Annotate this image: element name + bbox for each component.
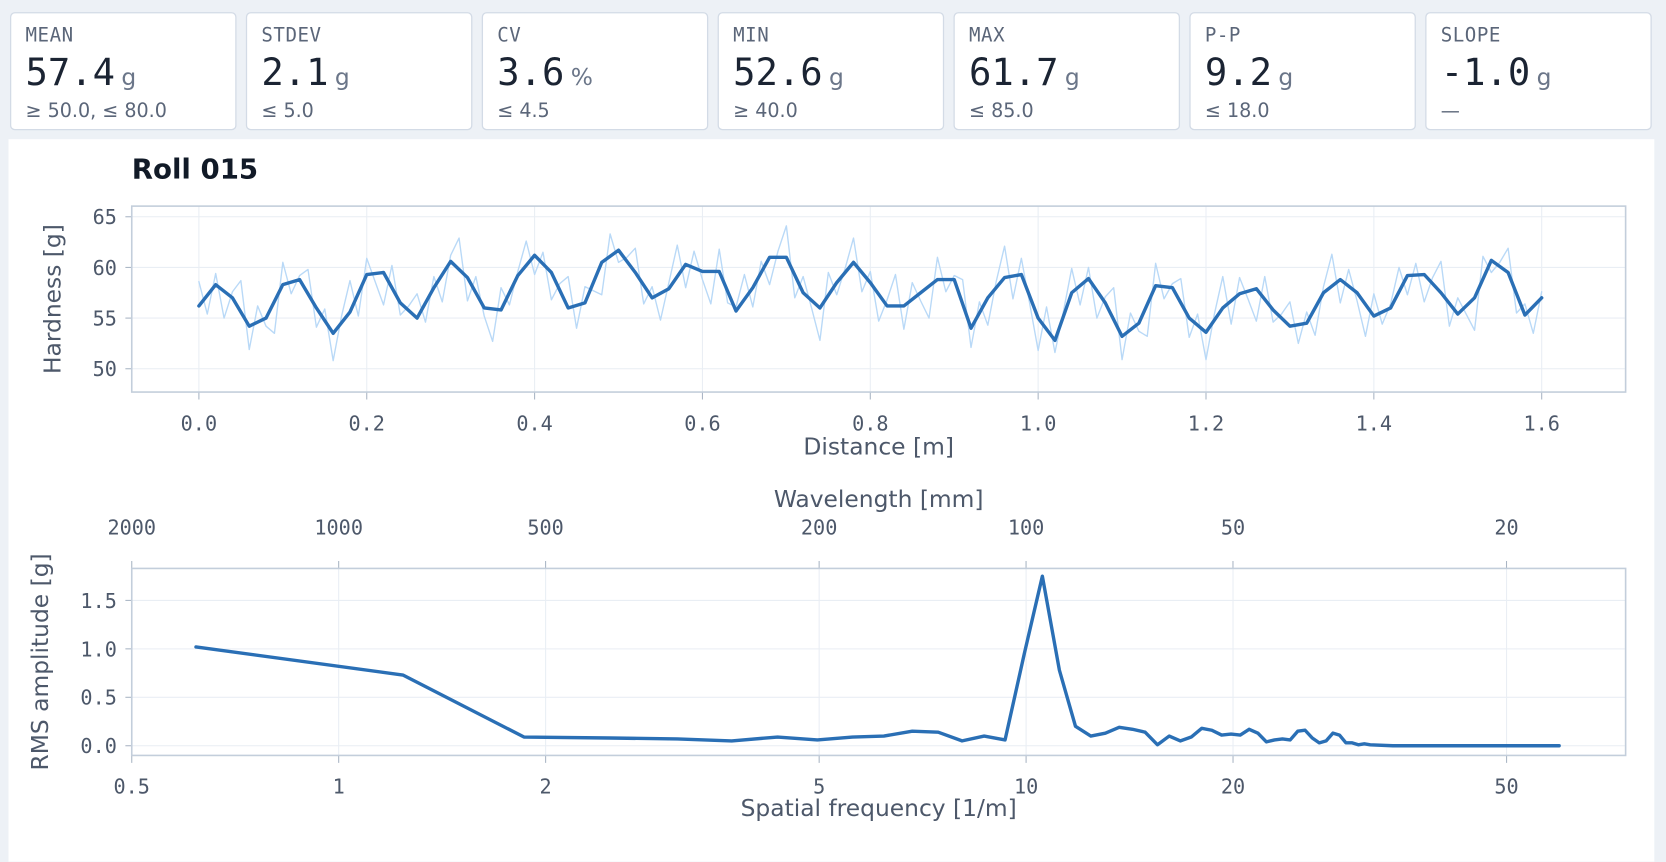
x-axis-label: Spatial frequency [1/m]: [741, 794, 1017, 822]
stat-card: [953, 12, 1181, 131]
y-tick-label: 0.0: [80, 734, 116, 758]
y-tick-label: 0.5: [80, 686, 116, 710]
stat-card: [245, 12, 473, 131]
y-tick-label: 50: [93, 357, 117, 381]
x-tick-label: 1.2: [1188, 411, 1224, 435]
stat-value-text: 2.1 g: [261, 50, 349, 94]
stat-unit: %: [571, 63, 593, 91]
stat-value-text: 61.7 g: [969, 50, 1080, 94]
stat-limit: —: [1441, 99, 1460, 122]
stat-unit: g: [1537, 63, 1552, 91]
stat-limit: ≥ 40.0: [733, 99, 798, 122]
x-tick-label: 1.0: [1020, 411, 1056, 435]
stat-value-text: 9.2 g: [1205, 50, 1293, 94]
stat-limit: ≤ 4.5: [497, 99, 549, 122]
y-tick-label: 55: [93, 307, 117, 331]
y-tick-label: 60: [93, 256, 117, 280]
x2-tick-label: 100: [1008, 515, 1044, 539]
x2-tick-label: 2000: [107, 515, 156, 539]
stat-value: 3.6: [497, 50, 564, 94]
x-tick-label: 0.2: [349, 411, 385, 435]
stat-limit: ≤ 5.0: [261, 99, 313, 122]
x-tick-label: 10: [1014, 775, 1038, 799]
stat-label: P-P: [1205, 23, 1241, 46]
plot-frame: [130, 567, 1627, 757]
series-line: [194, 574, 1561, 748]
stat-limit: ≤ 85.0: [969, 99, 1034, 122]
stat-unit: g: [1065, 63, 1080, 91]
stat-limit: ≥ 50.0, ≤ 80.0: [26, 99, 167, 122]
chart-panel: [8, 139, 1655, 862]
stat-value: 61.7: [969, 50, 1059, 94]
x-tick-label: 1.6: [1523, 411, 1559, 435]
x-tick-label: 1.4: [1356, 411, 1392, 435]
x-tick-label: 50: [1494, 775, 1518, 799]
stat-unit: g: [335, 63, 350, 91]
chart-title: Roll 015: [132, 152, 258, 185]
stat-value-text: -1.0 g: [1441, 50, 1552, 94]
x-tick-label: 20: [1221, 775, 1245, 799]
x-tick-label: 5: [813, 775, 825, 799]
x-tick-label: 0.6: [684, 411, 720, 435]
stat-value: 52.6: [733, 50, 823, 94]
stat-label: MAX: [969, 23, 1005, 46]
x-axis-label: Distance [m]: [803, 433, 954, 461]
stat-card: [481, 12, 709, 131]
x2-tick-label: 500: [527, 515, 563, 539]
stat-card: [1189, 12, 1416, 131]
stat-label: MEAN: [26, 23, 74, 46]
stat-value: 9.2: [1205, 50, 1272, 94]
y-tick-label: 1.5: [80, 589, 116, 613]
x-tick-label: 1: [333, 775, 345, 799]
stat-unit: g: [121, 63, 136, 91]
series-line: [197, 248, 1544, 343]
stat-label: MIN: [733, 23, 769, 46]
y-axis-label: RMS amplitude [g]: [26, 553, 54, 770]
y-tick-label: 65: [93, 205, 117, 229]
series-line: [198, 225, 1543, 362]
x-tick-label: 0.4: [516, 411, 552, 435]
stat-unit: g: [829, 63, 844, 91]
x-tick-label: 2: [540, 775, 552, 799]
stat-unit: g: [1278, 63, 1293, 91]
x2-axis-label: Wavelength [mm]: [774, 485, 984, 513]
x2-tick-label: 1000: [314, 515, 363, 539]
stat-limit: ≤ 18.0: [1205, 99, 1270, 122]
stat-value: 2.1: [261, 50, 328, 94]
stat-value-text: 3.6%: [497, 50, 593, 94]
stat-card: [9, 12, 237, 131]
stat-label: STDEV: [261, 23, 321, 46]
x-tick-label: 0.8: [852, 411, 888, 435]
x2-tick-label: 200: [801, 515, 837, 539]
stat-label: CV: [497, 23, 521, 46]
stat-value: -1.0: [1441, 50, 1531, 94]
stat-value: 57.4: [26, 50, 116, 94]
x2-tick-label: 50: [1221, 515, 1245, 539]
plot-frame: [130, 205, 1627, 393]
y-tick-label: 1.0: [80, 637, 116, 661]
stat-value-text: 52.6 g: [733, 50, 844, 94]
x-tick-label: 0.0: [181, 411, 217, 435]
y-axis-label: Hardness [g]: [39, 224, 67, 374]
stat-value-text: 57.4 g: [26, 50, 137, 94]
x-tick-label: 0.5: [114, 775, 150, 799]
x2-tick-label: 20: [1494, 515, 1518, 539]
stat-card: [1425, 12, 1652, 131]
stat-card: [717, 12, 945, 131]
stat-label: SLOPE: [1441, 23, 1501, 46]
